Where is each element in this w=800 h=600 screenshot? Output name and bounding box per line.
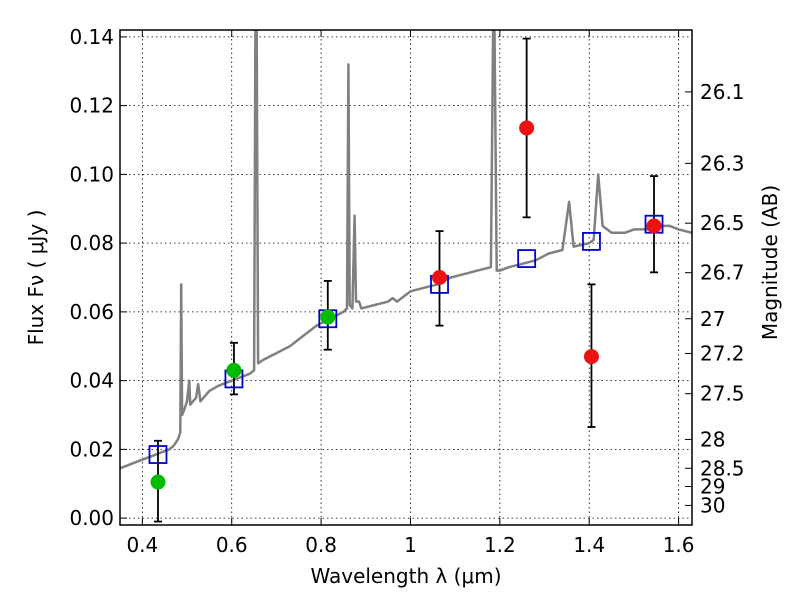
model-band-square xyxy=(582,232,601,251)
model-band-markers xyxy=(148,214,664,464)
right-tick-label: 30 xyxy=(700,493,725,517)
x-tick-label: 0.8 xyxy=(305,533,337,557)
x-tick-label: 0.6 xyxy=(216,533,248,557)
x-tick-label: 0.4 xyxy=(126,533,158,557)
right-tick-label: 27.5 xyxy=(700,382,745,406)
y-tick-label: 0.08 xyxy=(69,231,114,255)
right-tick-label: 27.2 xyxy=(700,341,745,365)
plot-frame xyxy=(119,29,693,526)
x-tick-labels: 0.4 0.6 0.8 1 1.2 1.4 1.6 xyxy=(126,533,694,557)
green-point xyxy=(320,309,336,325)
right-tick-label: 28.5 xyxy=(700,456,745,480)
grid xyxy=(120,30,692,525)
error-bars xyxy=(153,37,659,523)
x-tick-label: 1.6 xyxy=(663,533,695,557)
green-point xyxy=(150,474,166,490)
spectrum-line xyxy=(120,30,692,470)
observed-points xyxy=(150,120,662,490)
red-point xyxy=(646,218,662,234)
right-tick-label: 29 xyxy=(700,475,725,499)
model-spectrum xyxy=(120,30,692,470)
x-tick-label: 1.2 xyxy=(484,533,516,557)
y-tick-label: 0.04 xyxy=(69,369,114,393)
y-tick-labels: 0.00 0.02 0.04 0.06 0.08 0.10 0.12 0.14 xyxy=(69,25,114,530)
x-tick-label: 1 xyxy=(404,533,417,557)
right-axis-title: Magnitude (AB) xyxy=(758,185,782,340)
right-tick-label: 27 xyxy=(700,307,725,331)
right-tick-label: 28 xyxy=(700,427,725,451)
right-tick-label: 26.7 xyxy=(700,261,745,285)
y-tick-label: 0.00 xyxy=(69,506,114,530)
green-point xyxy=(226,362,242,378)
red-point xyxy=(432,270,448,285)
y-tick-label: 0.10 xyxy=(69,162,114,186)
y-tick-label: 0.14 xyxy=(69,25,114,49)
model-band-square xyxy=(148,445,168,464)
y-tick-label: 0.12 xyxy=(69,94,114,118)
model-band-square xyxy=(517,249,537,268)
right-tick-label: 26.1 xyxy=(700,80,745,104)
y-axis-title: Flux Fν ( μJy ) xyxy=(24,210,48,346)
ticks xyxy=(120,30,692,525)
red-point xyxy=(519,120,535,136)
y-tick-label: 0.02 xyxy=(69,437,114,461)
right-tick-label: 26.3 xyxy=(700,151,745,175)
x-axis-title: Wavelength λ (μm) xyxy=(310,564,501,588)
y-tick-label: 0.06 xyxy=(69,300,114,324)
red-point xyxy=(583,349,599,365)
x-tick-label: 1.4 xyxy=(573,533,605,557)
right-tick-label: 26.5 xyxy=(700,211,745,235)
